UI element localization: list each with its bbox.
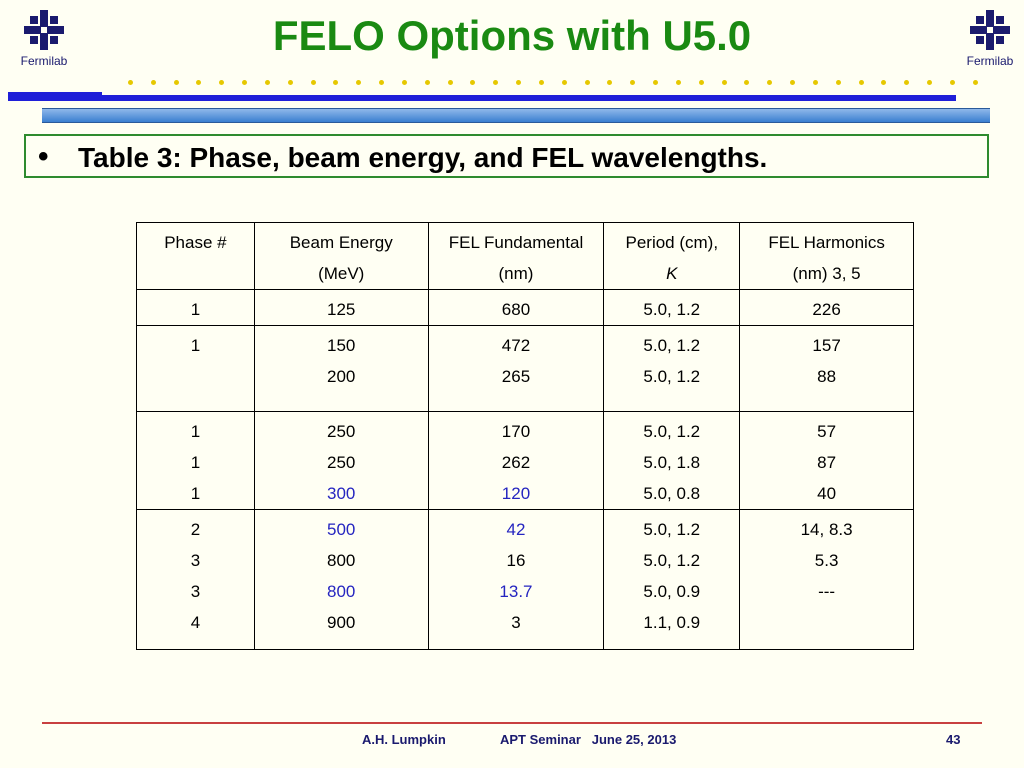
cell-beam-energy: 500 800 800 900 (253, 509, 429, 650)
divider-dot (128, 80, 133, 85)
divider-dot (219, 80, 225, 85)
fermilab-logo-right: Fermilab (950, 8, 1024, 68)
cell-phase: 1 1 1 (136, 411, 255, 510)
cell-beam-energy: 125 (253, 289, 429, 326)
divider-dot (470, 80, 476, 85)
cell-period: 5.0, 1.2 5.0, 1.8 5.0, 0.8 (603, 411, 741, 510)
divider-dot (721, 80, 727, 85)
divider-dot (972, 80, 978, 85)
header-fel-fundamental: FEL Fundamental (nm) (427, 222, 605, 290)
table-row: 1 150 200 472 265 5.0, 1.2 5.0, 1.2 157 … (136, 325, 914, 412)
header-bar-navy (8, 95, 956, 101)
divider-dot (881, 80, 887, 85)
divider-dot (447, 80, 453, 85)
divider-dot (790, 80, 796, 85)
divider-dot (904, 80, 910, 85)
table-row: 2 3 3 4 500 800 800 900 42 16 13.7 3 5.0… (136, 509, 914, 650)
wavelength-table: Phase # Beam Energy (MeV) FEL Fundamenta… (136, 222, 914, 650)
header-phase: Phase # (136, 222, 255, 290)
divider-dot (812, 80, 818, 85)
cell-fel-fundamental: 680 (427, 289, 605, 326)
cell-period: 5.0, 1.2 (603, 289, 741, 326)
fermilab-logo-icon (970, 10, 1010, 50)
header-bar-blue (42, 108, 990, 123)
divider-dot (835, 80, 841, 85)
divider-dot (698, 80, 704, 85)
logo-label: Fermilab (20, 54, 68, 68)
divider-dot (196, 80, 202, 85)
divider-dot (538, 80, 544, 85)
table-row: 1 1 1 250 250 300 170 262 120 5.0, 1.2 5… (136, 411, 914, 510)
divider-dot (949, 80, 955, 85)
cell-phase: 1 (136, 325, 255, 412)
divider-dot (767, 80, 773, 85)
divider-dot (242, 80, 248, 85)
header-beam-energy: Beam Energy (MeV) (253, 222, 429, 290)
fermilab-logo-left: Fermilab (4, 8, 84, 68)
cell-fel-harmonics: 157 88 (739, 325, 914, 412)
divider-dot (630, 80, 636, 85)
footer-author: A.H. Lumpkin (362, 732, 446, 747)
divider-dot (653, 80, 659, 85)
header-fel-harmonics: FEL Harmonics (nm) 3, 5 (739, 222, 914, 290)
table-row: 1 125 680 5.0, 1.2 226 (136, 289, 914, 326)
cell-period: 5.0, 1.2 5.0, 1.2 5.0, 0.9 1.1, 0.9 (603, 509, 741, 650)
bullet-text: Table 3: Phase, beam energy, and FEL wav… (78, 142, 768, 173)
footer-divider (42, 722, 982, 724)
table-header-row: Phase # Beam Energy (MeV) FEL Fundamenta… (136, 222, 914, 290)
divider-dot (584, 80, 590, 85)
divider-dot (493, 80, 499, 85)
logo-label: Fermilab (966, 54, 1014, 68)
header-bar-stub (8, 92, 102, 95)
divider-dot (858, 80, 864, 85)
bullet-symbol: • (38, 140, 49, 173)
cell-fel-fundamental: 42 16 13.7 3 (427, 509, 605, 650)
divider-dot (607, 80, 613, 85)
dotted-divider (128, 80, 978, 90)
divider-dot (401, 80, 407, 85)
divider-dot (333, 80, 339, 85)
divider-dot (379, 80, 385, 85)
footer-seminar: APT Seminar June 25, 2013 (500, 732, 677, 747)
divider-dot (310, 80, 316, 85)
divider-dot (150, 80, 156, 85)
cell-beam-energy: 250 250 300 (253, 411, 429, 510)
page-number: 43 (946, 732, 961, 747)
divider-dot (264, 80, 270, 85)
fermilab-logo-icon (24, 10, 64, 50)
divider-dot (675, 80, 681, 85)
cell-phase: 2 3 3 4 (136, 509, 255, 650)
cell-phase: 1 (136, 289, 255, 326)
header-period: Period (cm), K (603, 222, 741, 290)
cell-fel-harmonics: 226 (739, 289, 914, 326)
divider-dot (561, 80, 567, 85)
page-title: FELO Options with U5.0 (272, 12, 752, 59)
divider-dot (926, 80, 932, 85)
cell-fel-fundamental: 170 262 120 (427, 411, 605, 510)
bullet-box: • Table 3: Phase, beam energy, and FEL w… (24, 134, 989, 178)
divider-dot (516, 80, 522, 85)
divider-dot (424, 80, 430, 85)
cell-period: 5.0, 1.2 5.0, 1.2 (603, 325, 741, 412)
cell-beam-energy: 150 200 (253, 325, 429, 412)
cell-fel-harmonics: 57 87 40 (739, 411, 914, 510)
cell-fel-harmonics: 14, 8.3 5.3 --- (739, 509, 914, 650)
divider-dot (173, 80, 179, 85)
cell-fel-fundamental: 472 265 (427, 325, 605, 412)
divider-dot (744, 80, 750, 85)
divider-dot (287, 80, 293, 85)
divider-dot (356, 80, 362, 85)
